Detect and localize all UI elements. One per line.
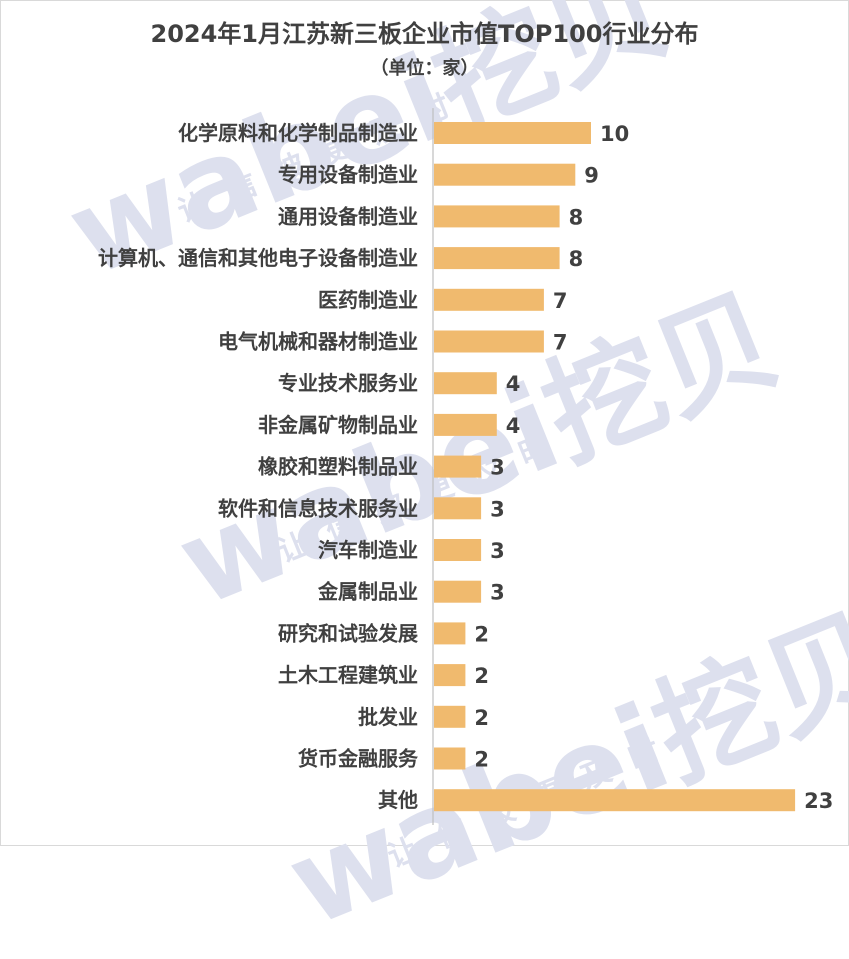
chart-frame — [0, 0, 849, 846]
bar — [434, 247, 560, 270]
bar — [434, 789, 796, 812]
bar — [434, 163, 576, 186]
data-label: 4 — [506, 372, 521, 396]
category-tick-label: 计算机、通信和其他电子设备制造业 — [98, 246, 418, 270]
data-label: 7 — [553, 289, 568, 313]
category-tick-label: 非金属矿物制品业 — [258, 413, 418, 437]
bar — [434, 372, 497, 395]
data-label: 2 — [474, 664, 489, 688]
category-tick-label: 其他 — [378, 788, 418, 812]
data-label: 2 — [474, 706, 489, 730]
category-tick-label: 研究和试验发展 — [278, 621, 418, 645]
data-label: 10 — [600, 122, 629, 146]
bar — [434, 497, 482, 520]
bar — [434, 330, 544, 353]
category-tick-label: 橡胶和塑料制品业 — [258, 455, 418, 479]
data-label: 4 — [506, 414, 521, 438]
data-label: 9 — [584, 164, 599, 188]
chart-title: 2024年1月江苏新三板企业市值TOP100行业分布 — [150, 20, 699, 48]
category-tick-label: 货币金融服务 — [298, 747, 419, 771]
bar — [434, 580, 482, 603]
category-tick-label: 批发业 — [358, 705, 418, 729]
data-label: 7 — [553, 331, 568, 355]
bar — [434, 622, 466, 645]
bar — [434, 205, 560, 228]
data-label: 3 — [490, 581, 505, 605]
data-label: 23 — [804, 789, 833, 813]
bar — [434, 455, 482, 478]
category-tick-label: 医药制造业 — [318, 288, 418, 312]
bar — [434, 122, 591, 144]
category-tick-label: 通用设备制造业 — [278, 204, 418, 228]
category-tick-label: 专用设备制造业 — [278, 163, 418, 187]
bar — [434, 413, 497, 436]
bar — [434, 288, 544, 311]
bar — [434, 747, 466, 770]
bar — [434, 705, 466, 728]
data-label: 3 — [490, 456, 505, 480]
category-tick-label: 汽车制造业 — [318, 538, 418, 562]
bar-chart: 化学原料和化学制品制造业 10 专用设备制造业 9 通用设备制造业 8 计算机、通信和其他电… — [98, 108, 833, 826]
category-tick-label: 软件和信息技术服务业 — [218, 496, 418, 520]
data-label: 2 — [474, 622, 489, 646]
category-tick-label: 土木工程建筑业 — [278, 663, 418, 687]
data-label: 8 — [569, 247, 584, 271]
category-tick-label: 电气机械和器材制造业 — [218, 330, 418, 354]
category-tick-label: 化学原料和化学制品制造业 — [178, 121, 418, 145]
data-label: 8 — [569, 205, 584, 229]
bar — [434, 539, 482, 561]
data-label: 3 — [490, 497, 505, 521]
data-label: 3 — [490, 539, 505, 563]
chart-subtitle: （单位：家） — [370, 58, 479, 79]
bar — [434, 664, 466, 687]
data-label: 2 — [474, 748, 489, 772]
category-tick-label: 专业技术服务业 — [278, 371, 418, 395]
category-tick-label: 金属制品业 — [317, 580, 418, 604]
